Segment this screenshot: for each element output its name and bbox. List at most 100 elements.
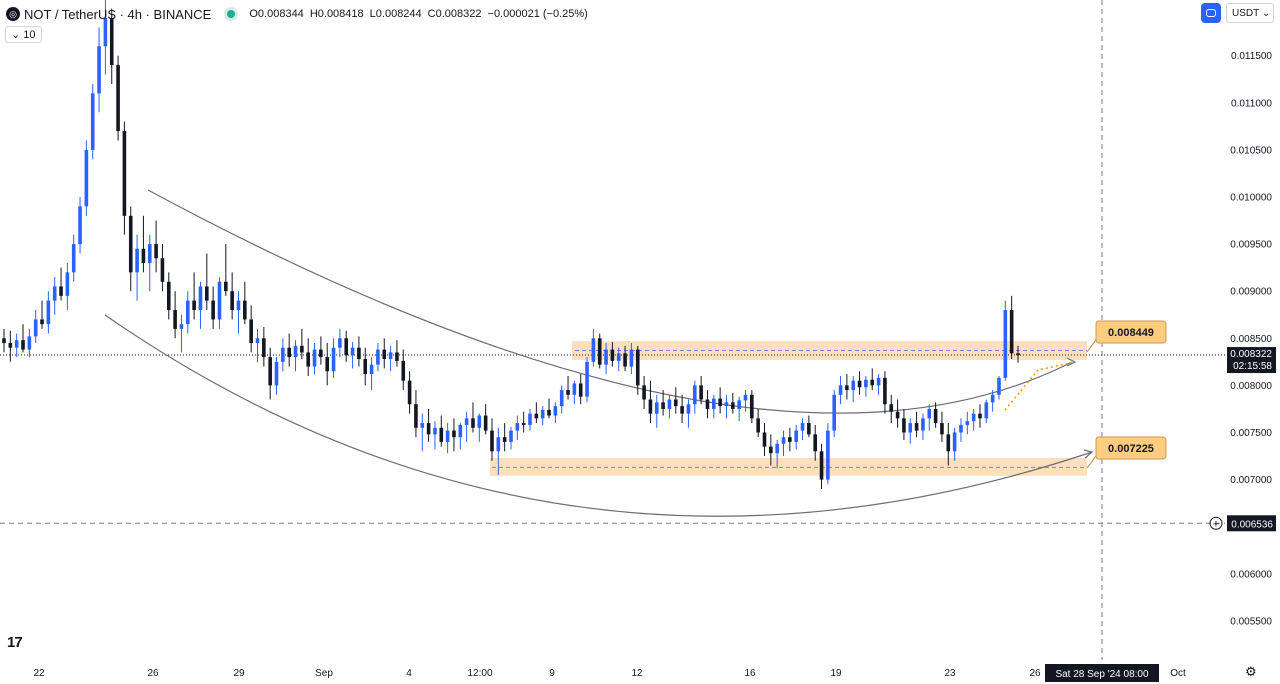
candle-body	[724, 402, 729, 407]
target-label-resistance: 0.008449	[1108, 327, 1154, 339]
candle-body	[559, 390, 564, 407]
candle-body	[737, 400, 741, 409]
time-axis[interactable]: 22 26 29 Sep 4 12:00 9 12 16 19 23 26 Oct Sat 28 Sep …	[33, 664, 1186, 682]
candle-body	[952, 432, 957, 452]
candle-body	[667, 399, 672, 409]
candle-body	[376, 349, 380, 365]
ohlc-close: C0.008322	[428, 8, 482, 20]
candle-body	[312, 349, 317, 367]
candle-body	[262, 338, 266, 358]
candle-body	[198, 286, 203, 311]
candle-body	[433, 427, 437, 435]
candle-body	[648, 399, 653, 414]
candle-body	[166, 281, 171, 311]
time-tick-label: 23	[944, 668, 956, 679]
add-alert-plus: +	[1213, 518, 1219, 530]
candle-body	[547, 409, 551, 416]
price-axis-bg	[1225, 0, 1280, 660]
candle-body	[635, 349, 640, 386]
candle-body	[940, 423, 944, 435]
candle-body	[699, 385, 703, 400]
candle-body	[686, 404, 691, 414]
candle-body	[578, 383, 583, 397]
candle-body	[597, 338, 602, 365]
candle-body	[1016, 353, 1020, 356]
candle-body	[718, 398, 722, 407]
candle-body	[338, 338, 342, 348]
time-tick-label: 16	[744, 668, 756, 679]
time-tick-label: 12	[631, 668, 643, 679]
curves-layer	[104, 189, 1093, 517]
indicator-value: 10	[23, 29, 36, 41]
candle-body	[870, 379, 875, 386]
candle-body	[933, 408, 938, 424]
time-tick-label: 22	[33, 668, 45, 679]
projection-line	[1004, 361, 1076, 411]
candle-body	[997, 377, 1001, 395]
candle-body	[8, 342, 13, 348]
candle-body	[705, 399, 710, 409]
candle-body	[420, 423, 425, 428]
candle-body	[147, 244, 152, 263]
indicator-toggle[interactable]: ⌄ 10	[5, 26, 42, 43]
candle-body	[426, 423, 431, 435]
candle-body	[395, 352, 399, 361]
candle-body	[141, 248, 146, 263]
ohlc-low: L0.008244	[370, 8, 422, 20]
candle-body	[445, 430, 450, 442]
candle-body	[908, 423, 913, 433]
candle-body	[319, 349, 323, 358]
candle-body	[978, 413, 982, 419]
time-tick-label: 4	[406, 668, 412, 679]
candle-body	[401, 360, 406, 381]
candle-body	[750, 394, 754, 419]
candle-body	[14, 340, 19, 348]
candle-body	[572, 383, 577, 395]
candle-body	[496, 437, 501, 452]
candle-body	[604, 349, 608, 365]
candle-body	[90, 93, 95, 150]
tradingview-logo[interactable]: 17	[7, 634, 23, 651]
candle-body	[528, 413, 532, 425]
candle-body	[864, 379, 868, 388]
target-label-box	[1095, 436, 1167, 460]
time-tick-label: 26	[147, 668, 159, 679]
lower-arrow-head	[1083, 449, 1094, 459]
price-tick-label: 0.009000	[1230, 287, 1272, 298]
price-tick-label: 0.011500	[1231, 51, 1272, 62]
candle-body	[788, 437, 792, 442]
candle-body	[483, 415, 488, 431]
market-status-icon	[227, 10, 236, 18]
candle-body	[344, 338, 349, 356]
candle-body	[623, 353, 627, 367]
candle-body	[876, 377, 881, 386]
price-axis[interactable]: 0.011500 0.011000 0.010500 0.010000 0.009500…	[1209, 0, 1280, 660]
candle-body	[857, 380, 862, 388]
candle-body	[179, 324, 184, 329]
candle-body	[673, 399, 678, 407]
candle-body	[357, 347, 361, 360]
candle-body	[515, 423, 520, 431]
settings-gear-icon[interactable]: ⚙	[1245, 664, 1257, 679]
currency-select[interactable]: USDT ⌄	[1226, 3, 1274, 23]
candle-body	[902, 418, 906, 433]
candle-body	[135, 248, 139, 273]
candle-body	[236, 300, 241, 311]
time-tick-label: 12:00	[467, 668, 492, 679]
target-label-support: 0.007225	[1108, 443, 1154, 455]
lower-curve	[104, 314, 1093, 517]
chart-mode-button[interactable]	[1201, 3, 1221, 23]
price-tick-label: 0.009500	[1230, 240, 1272, 251]
candle-body	[173, 310, 177, 329]
price-tick-label: 0.007500	[1230, 428, 1272, 439]
symbol-title[interactable]: NOT / TetherUS · 4h · BINANCE	[24, 6, 212, 22]
candle-body	[97, 46, 101, 94]
candle-body	[2, 338, 6, 343]
add-alert-icon	[1209, 516, 1223, 530]
candle-body	[509, 430, 513, 442]
candle-body	[464, 418, 469, 425]
candle-body	[832, 394, 837, 431]
candle-body	[654, 402, 659, 414]
overlay-layer: 0.008449 0.007225	[1004, 320, 1167, 469]
